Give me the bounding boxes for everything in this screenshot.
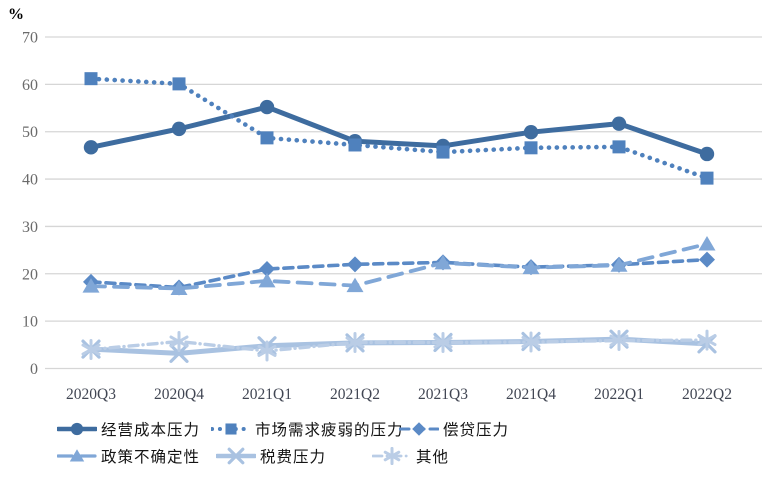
y-tick-label: 30	[22, 219, 38, 236]
legend-label: 偿贷压力	[443, 422, 510, 439]
y-tick-label: 60	[22, 77, 38, 94]
legend-label: 经营成本压力	[101, 422, 201, 439]
legend-marker-triangle	[57, 449, 97, 462]
legend-marker-circle	[57, 422, 97, 436]
legend-label: 政策不确定性	[101, 449, 201, 466]
x-tick-label: 2021Q2	[330, 386, 380, 403]
x-tick-label: 2020Q4	[154, 386, 204, 403]
x-tick-label: 2022Q1	[594, 386, 644, 403]
legend-label: 市场需求疲弱的压力	[255, 422, 404, 439]
legend-item[interactable]: 经营成本压力	[57, 420, 201, 439]
legend-label: 税费压力	[260, 449, 327, 466]
legend-marker-x-cross	[216, 447, 256, 465]
y-tick-label: 20	[22, 266, 38, 283]
y-tick-label: 40	[22, 172, 38, 189]
legend-marker-square	[211, 423, 251, 435]
line-chart: 0 10 20 30 40 50 60 70 2020Q3 2020Q4 2021Q1 2021Q2 2…	[22, 30, 762, 403]
legend-item[interactable]: 税费压力	[216, 447, 327, 466]
legend-marker-asterisk	[372, 447, 412, 465]
legend-marker-diamond	[399, 422, 439, 436]
x-tick-label: 2021Q4	[506, 386, 556, 403]
legend-item[interactable]: 政策不确定性	[57, 447, 201, 466]
y-tick-label: 50	[22, 124, 38, 141]
legend-label: 其他	[416, 449, 450, 466]
legend-item[interactable]: 偿贷压力	[399, 420, 510, 439]
series-square	[84, 72, 714, 185]
y-tick-label: 0	[30, 361, 38, 378]
x-tick-label: 2022Q2	[682, 386, 732, 403]
x-tick-label: 2021Q3	[418, 386, 468, 403]
legend-item[interactable]: 其他	[372, 447, 450, 466]
series-triangle	[82, 235, 716, 295]
x-tick-label: 2021Q1	[242, 386, 292, 403]
y-axis-unit-label: %	[8, 6, 24, 23]
legend-item[interactable]: 市场需求疲弱的压力	[211, 420, 404, 439]
y-tick-label: 10	[22, 314, 38, 331]
y-tick-label: 70	[22, 30, 38, 47]
chart-legend: 经营成本压力 市场需求疲弱的压力 偿贷压力政策不确定性 税费压力 其他	[0, 410, 774, 480]
x-tick-label: 2020Q3	[66, 386, 116, 403]
series-asterisk	[81, 329, 717, 362]
